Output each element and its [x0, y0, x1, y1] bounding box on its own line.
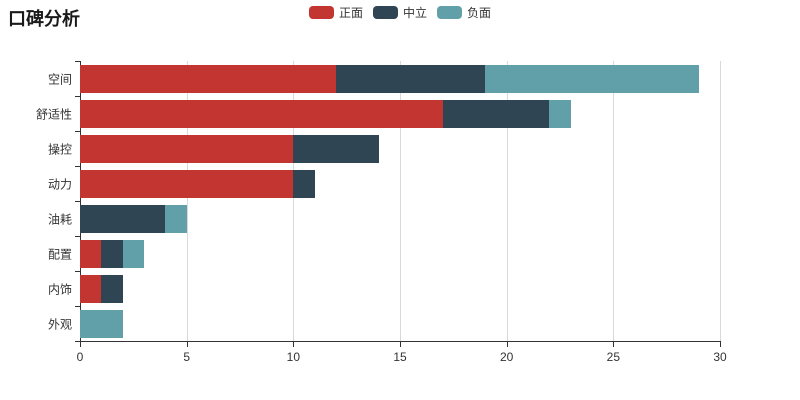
y-axis-tick [75, 131, 80, 132]
y-axis-label-3: 操控 [47, 142, 72, 156]
legend-item-neutral[interactable]: 中立 [372, 4, 427, 21]
bar-动力-中立[interactable] [293, 169, 315, 198]
x-axis-tick-label: 15 [393, 350, 407, 364]
x-axis-tick [506, 342, 508, 347]
bar-舒适性-正面[interactable] [80, 99, 443, 128]
y-axis-tick [75, 271, 80, 272]
x-axis-tick [400, 342, 401, 347]
bar-内饰-中立[interactable] [101, 274, 123, 303]
x-axis-tick-label: 20 [499, 350, 514, 364]
bar-外观-负面[interactable] [80, 309, 123, 338]
x-axis-tick [80, 342, 81, 347]
legend: 正面 中立 负面 [0, 4, 800, 21]
bar-操控-正面[interactable] [80, 134, 294, 163]
bar-配置-负面[interactable] [122, 239, 144, 268]
gridline-x-10 [293, 61, 295, 341]
legend-label-negative: 负面 [467, 6, 492, 20]
y-axis-tick [75, 166, 80, 167]
x-axis-tick [293, 342, 295, 347]
bar-舒适性-中立[interactable] [442, 99, 550, 128]
bar-配置-正面[interactable] [80, 239, 102, 268]
y-axis-tick [75, 201, 80, 202]
x-axis-tick-label: 0 [76, 350, 84, 364]
bar-空间-负面[interactable] [485, 64, 699, 93]
bar-配置-中立[interactable] [101, 239, 123, 268]
legend-swatch-positive-icon [308, 6, 334, 19]
bar-空间-正面[interactable] [80, 64, 336, 93]
bar-动力-正面[interactable] [80, 169, 294, 198]
x-axis-tick-label: 25 [606, 350, 621, 364]
y-axis-label-8: 外观 [47, 317, 72, 331]
x-axis-line [80, 341, 721, 342]
bar-操控-中立[interactable] [293, 134, 379, 163]
y-axis-tick [75, 96, 80, 97]
gridline-x-5 [186, 61, 188, 341]
y-axis-line [80, 61, 81, 342]
bar-油耗-负面[interactable] [165, 204, 187, 233]
x-axis-tick-label: 10 [286, 350, 301, 364]
legend-item-negative[interactable]: 负面 [437, 4, 491, 21]
x-axis-tick [186, 342, 188, 347]
x-axis-tick-label: 5 [183, 350, 190, 364]
legend-label-positive: 正面 [338, 6, 363, 20]
legend-swatch-neutral-icon [372, 6, 398, 19]
bar-空间-中立[interactable] [336, 64, 486, 93]
y-axis-tick [75, 306, 80, 307]
legend-label-neutral: 中立 [402, 6, 427, 20]
y-axis-tick [75, 236, 80, 237]
y-axis-tick [75, 61, 80, 62]
y-axis-label-6: 配置 [47, 247, 72, 261]
y-axis-tick [75, 341, 80, 342]
y-axis-label-5: 油耗 [47, 212, 72, 226]
legend-swatch-negative-icon [437, 6, 462, 19]
gridline-x-30 [720, 61, 721, 341]
bar-油耗-中立[interactable] [80, 204, 166, 233]
legend-item-positive[interactable]: 正面 [308, 4, 363, 21]
bar-舒适性-负面[interactable] [549, 99, 571, 128]
y-axis-label-2: 舒适性 [35, 107, 72, 121]
chart-title: 口碑分析 [8, 9, 80, 29]
bar-内饰-正面[interactable] [80, 274, 102, 303]
gridline-x-25 [613, 61, 615, 341]
x-axis-tick-label: 30 [713, 350, 727, 364]
gridline-x-15 [400, 61, 401, 341]
gridline-x-20 [506, 61, 508, 341]
y-axis-label-4: 动力 [47, 177, 72, 191]
y-axis-label-1: 空间 [47, 72, 72, 86]
x-axis-tick [613, 342, 615, 347]
y-axis-label-7: 内饰 [47, 282, 72, 296]
x-axis-tick [720, 342, 721, 347]
